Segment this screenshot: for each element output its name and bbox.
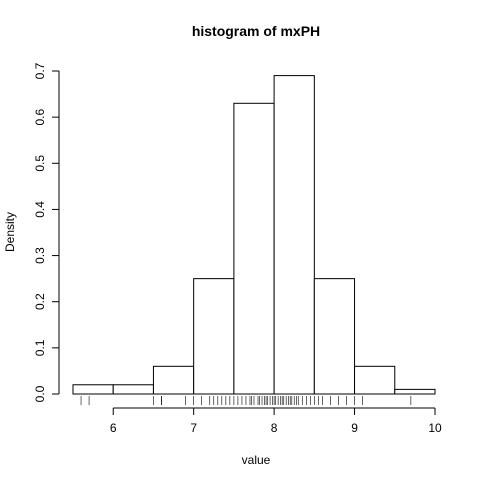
x-tick-label-5: 10 — [428, 421, 442, 435]
y-tick-label-8: 0.7 — [33, 62, 47, 79]
y-tick-label-5: 0.4 — [33, 201, 47, 218]
bars — [72, 75, 436, 395]
histogram-bar-8 — [354, 365, 396, 395]
x-tick-label-2: 7 — [190, 421, 197, 435]
histogram-bar-3 — [152, 365, 195, 395]
y-tick-label-7: 0.6 — [33, 108, 47, 125]
x-tick-label-4: 9 — [351, 421, 358, 435]
y-axis: 0.0 0.1 0.2 0.3 0.4 0.5 0.6 0.7 — [33, 62, 60, 402]
histogram-bar-2 — [112, 384, 154, 395]
histogram-bar-6 — [273, 75, 315, 395]
y-tick-label-2: 0.1 — [33, 339, 47, 356]
x-tick-label-3: 8 — [271, 421, 278, 435]
x-axis: 6 7 8 9 10 — [110, 407, 442, 435]
chart-title: histogram of mxPH — [192, 23, 320, 39]
histogram-bar-1 — [72, 384, 114, 395]
y-tick-label-6: 0.5 — [33, 155, 47, 172]
y-tick-label-4: 0.3 — [33, 247, 47, 264]
y-tick-label-3: 0.2 — [33, 293, 47, 310]
histogram-bar-9 — [394, 388, 436, 395]
x-axis-label: value — [242, 453, 271, 467]
x-tick-label-1: 6 — [110, 421, 117, 435]
histogram-bar-7 — [313, 278, 356, 395]
y-tick-label-1: 0.0 — [33, 385, 47, 402]
rug-marks — [80, 396, 412, 405]
histogram-bar-4 — [193, 278, 235, 395]
histogram-bar-5 — [233, 102, 275, 395]
y-axis-label: Density — [3, 212, 17, 252]
